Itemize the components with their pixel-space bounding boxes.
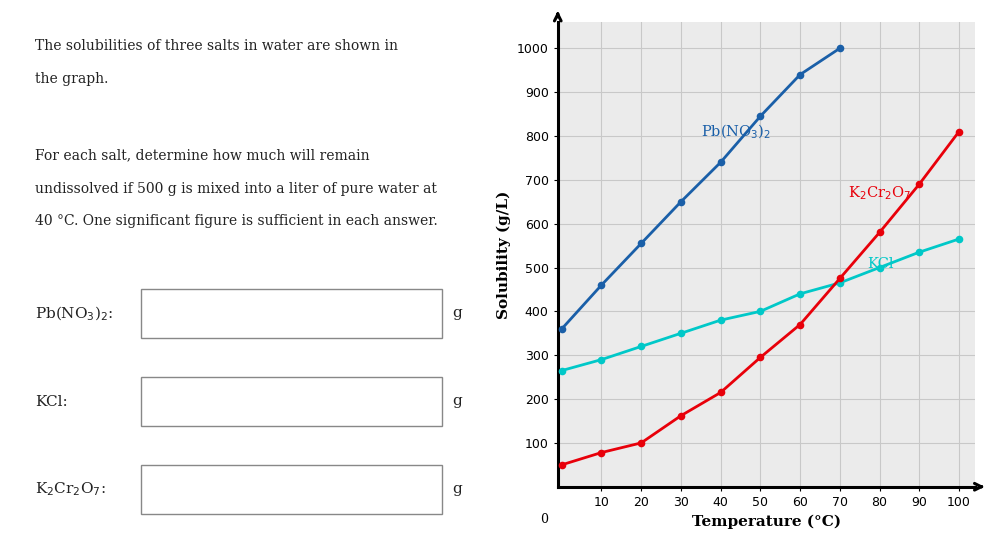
- FancyBboxPatch shape: [141, 465, 442, 514]
- Text: g: g: [452, 482, 462, 497]
- Text: The solubilities of three salts in water are shown in: The solubilities of three salts in water…: [35, 39, 398, 52]
- Y-axis label: Solubility (g/L): Solubility (g/L): [496, 190, 512, 318]
- Text: g: g: [452, 306, 462, 321]
- Text: 40 °C. One significant figure is sufficient in each answer.: 40 °C. One significant figure is suffici…: [35, 214, 438, 228]
- Text: g: g: [452, 394, 462, 409]
- X-axis label: Temperature (°C): Temperature (°C): [691, 514, 841, 529]
- Text: KCl:: KCl:: [35, 394, 68, 409]
- Text: K$_2$Cr$_2$O$_7$: K$_2$Cr$_2$O$_7$: [848, 184, 911, 202]
- Text: the graph.: the graph.: [35, 72, 109, 85]
- Text: 0: 0: [540, 513, 548, 526]
- FancyBboxPatch shape: [141, 289, 442, 338]
- Text: KCl: KCl: [867, 257, 894, 271]
- Text: K$_2$Cr$_2$O$_7$:: K$_2$Cr$_2$O$_7$:: [35, 481, 106, 498]
- Text: undissolved if 500 g is mixed into a liter of pure water at: undissolved if 500 g is mixed into a lit…: [35, 182, 437, 195]
- Text: Pb(NO$_3$)$_2$:: Pb(NO$_3$)$_2$:: [35, 304, 114, 323]
- Text: Pb(NO$_3$)$_2$: Pb(NO$_3$)$_2$: [700, 122, 771, 141]
- Text: For each salt, determine how much will remain: For each salt, determine how much will r…: [35, 148, 370, 162]
- FancyBboxPatch shape: [141, 377, 442, 426]
